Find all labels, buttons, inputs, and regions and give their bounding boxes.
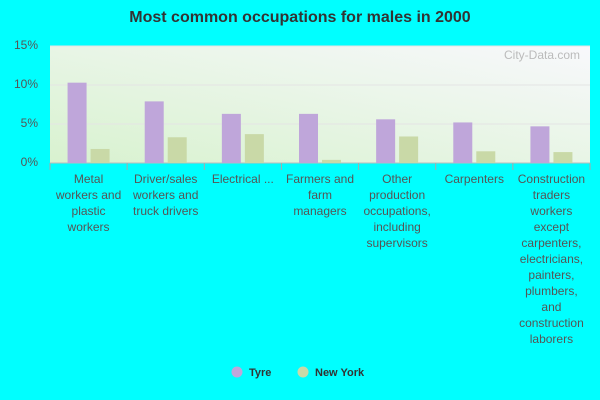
x-tick-label: Carpenters xyxy=(444,172,504,186)
bar xyxy=(90,148,110,163)
bar xyxy=(67,82,87,163)
y-tick-label: 0% xyxy=(21,155,39,169)
bar xyxy=(221,113,241,163)
chart-title: Most common occupations for males in 200… xyxy=(129,9,471,26)
bar xyxy=(299,113,318,163)
plot-background xyxy=(50,46,590,163)
x-tick-label: Electrical ... xyxy=(211,172,274,186)
bar xyxy=(167,137,187,163)
bar xyxy=(144,101,164,163)
bar xyxy=(476,151,496,163)
bar xyxy=(322,159,341,163)
bar xyxy=(399,136,419,163)
bar xyxy=(453,122,473,163)
y-tick-label: 5% xyxy=(21,116,39,130)
bar xyxy=(530,126,550,163)
x-tick-label: Metal workers and plastic workers xyxy=(55,172,122,234)
x-tick-label: Other production occupations, including … xyxy=(363,172,431,250)
y-tick-label: 10% xyxy=(14,77,38,91)
bar xyxy=(244,134,264,163)
x-tick-label: Construction traders workers except carp… xyxy=(517,172,586,346)
legend-label: New York xyxy=(315,367,365,379)
y-tick-label: 15% xyxy=(14,38,38,52)
x-tick-label: Driver/sales workers and truck drivers xyxy=(133,172,199,218)
legend-label: Tyre xyxy=(249,367,271,379)
legend-marker xyxy=(231,366,243,378)
watermark: City-Data.com xyxy=(504,48,580,62)
bar xyxy=(376,119,396,163)
legend-marker xyxy=(297,366,309,378)
x-tick-label: Farmers and farm managers xyxy=(285,172,355,218)
bar xyxy=(553,152,573,163)
